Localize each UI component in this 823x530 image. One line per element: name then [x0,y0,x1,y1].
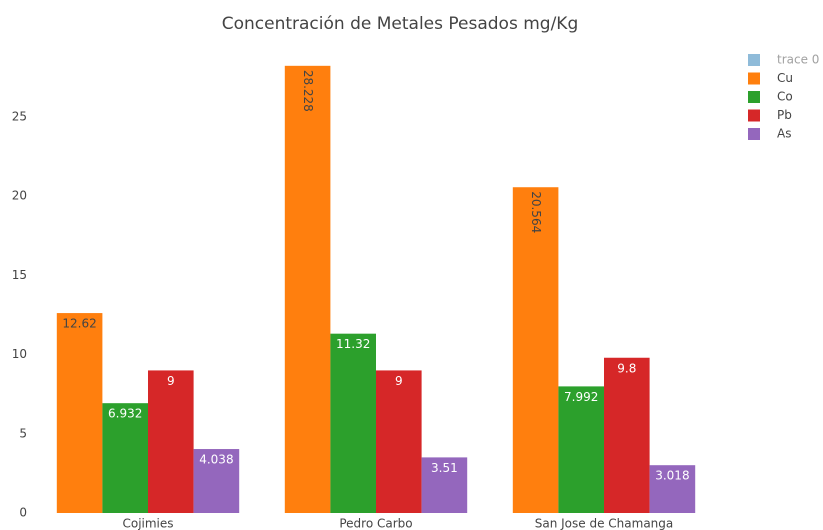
data-label: 28.228 [301,70,315,112]
bar [376,370,422,513]
data-label: 3.018 [655,469,689,483]
legend-label: trace 0 [777,53,819,67]
legend-label: Pb [777,108,792,122]
legend-swatch [748,54,760,66]
data-label: 7.992 [564,390,598,404]
y-tick-label: 10 [12,347,27,361]
bar [421,457,468,513]
y-tick-label: 5 [19,426,27,440]
bar [102,403,148,513]
x-tick-label: Pedro Carbo [339,517,412,530]
bar [148,370,194,513]
data-label: 9 [167,374,175,388]
data-label: 4.038 [199,453,233,467]
data-label: 11.32 [336,337,370,351]
data-label: 9.8 [617,361,636,375]
data-label: 12.62 [62,317,96,331]
x-tick-label: San Jose de Chamanga [535,517,674,530]
bar [512,187,559,514]
chart-title: Concentración de Metales Pesados mg/Kg [222,14,579,34]
y-tick-label: 0 [19,506,27,520]
bar [649,465,696,513]
y-tick-label: 25 [12,109,27,123]
legend-swatch [748,72,760,85]
bar [284,65,331,513]
data-label: 9 [395,374,403,388]
y-tick-label: 20 [12,189,27,203]
legend-swatch [748,109,760,122]
bar [330,333,376,513]
bar [193,449,240,513]
legend-label: Co [777,90,793,104]
legend-swatch [748,91,760,103]
bar [558,386,604,513]
x-tick-label: Cojimies [122,517,173,530]
bar [56,313,103,513]
legend-swatch [748,128,760,140]
bar [604,357,650,513]
data-label: 6.932 [108,407,142,421]
legend-label: As [777,127,791,141]
data-label: 20.564 [529,191,543,233]
data-label: 3.51 [431,461,458,475]
y-tick-label: 15 [12,268,27,282]
legend-label: Cu [777,71,793,85]
